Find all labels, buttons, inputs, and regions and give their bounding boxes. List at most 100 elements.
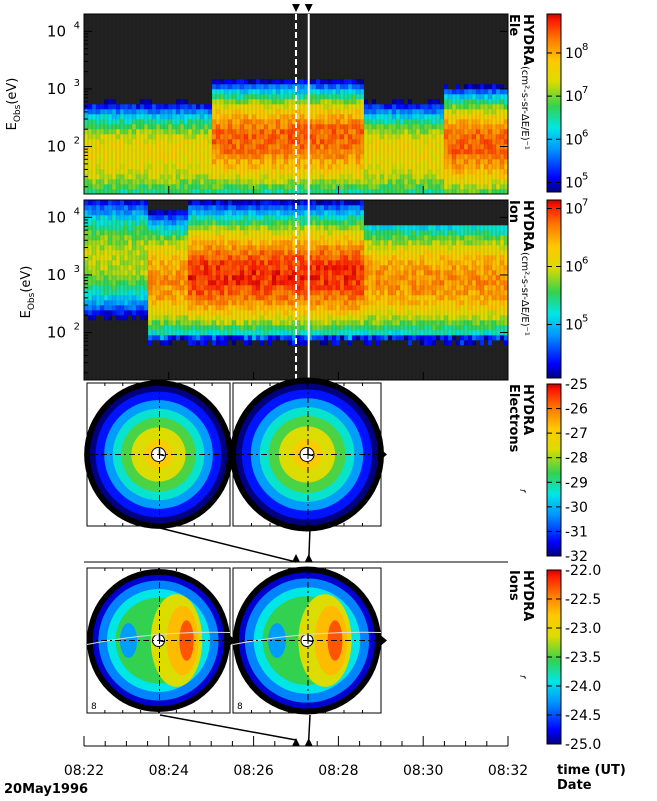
spectro-cell <box>188 350 193 356</box>
spectro-cell <box>220 69 225 75</box>
spectro-cell <box>88 99 93 105</box>
spectro-cell <box>120 144 125 150</box>
spectro-cell <box>204 139 209 145</box>
spectro-cell <box>188 164 193 170</box>
spectro-cell <box>228 74 233 80</box>
spectro-cell <box>412 109 417 115</box>
spectro-cell <box>368 114 373 120</box>
spectro-cell <box>492 144 497 150</box>
spectro-cell <box>408 69 413 75</box>
spectro-cell <box>168 184 173 190</box>
spectro-cell <box>160 235 165 241</box>
spectro-cell <box>212 54 217 60</box>
spectro-cell <box>144 99 149 105</box>
spectro-cell <box>88 310 93 316</box>
spectro-cell <box>324 174 329 180</box>
spectro-cell <box>376 74 381 80</box>
spectro-cell <box>180 325 185 331</box>
spectro-cell <box>220 169 225 175</box>
spectro-cell <box>500 119 505 125</box>
spectro-cell <box>436 144 441 150</box>
spectro-cell <box>124 139 129 145</box>
spectro-cell <box>348 104 353 110</box>
spectro-cell <box>216 174 221 180</box>
spectro-cell <box>324 104 329 110</box>
spectro-cell <box>288 144 293 150</box>
spectro-cell <box>220 84 225 90</box>
spectro-cell <box>432 144 437 150</box>
spectro-cell <box>288 184 293 190</box>
spectro-cell <box>496 174 501 180</box>
spectro-cell <box>428 144 433 150</box>
spectro-cell <box>304 89 309 95</box>
spectro-cell <box>324 14 329 20</box>
spectro-cell <box>92 189 97 195</box>
spectro-cell <box>376 139 381 145</box>
spectro-cell <box>192 59 197 65</box>
spectro-cell <box>460 129 465 135</box>
spectro-cell <box>124 295 129 301</box>
spectro-cell <box>244 129 249 135</box>
spectro-cell <box>228 189 233 195</box>
spectro-cell <box>244 114 249 120</box>
spectro-cell <box>92 14 97 20</box>
spectro-cell <box>180 335 185 341</box>
spectro-cell <box>420 139 425 145</box>
spectro-cell <box>180 245 185 251</box>
spectro-cell <box>272 164 277 170</box>
spectro-cell <box>252 69 257 75</box>
spectro-cell <box>428 154 433 160</box>
spectro-cell <box>96 260 101 266</box>
spectro-cell <box>500 44 505 50</box>
spectro-cell <box>160 280 165 286</box>
spectro-cell <box>156 19 161 25</box>
spectro-cell <box>92 184 97 190</box>
spectro-cell <box>428 54 433 60</box>
spectro-cell <box>484 129 489 135</box>
spectro-cell <box>164 310 169 316</box>
spectro-cell <box>312 184 317 190</box>
spectro-cell <box>196 330 201 336</box>
spectro-cell <box>436 169 441 175</box>
spectro-cell <box>388 114 393 120</box>
spectro-cell <box>104 230 109 236</box>
spectro-cell <box>92 94 97 100</box>
spectro-cell <box>124 370 129 376</box>
spectro-cell <box>300 114 305 120</box>
spectro-cell <box>136 315 141 321</box>
spectro-cell <box>408 179 413 185</box>
spectro-cell <box>496 184 501 190</box>
spectro-cell <box>476 139 481 145</box>
spectro-cell <box>336 39 341 45</box>
spectro-cell <box>176 124 181 130</box>
spectro-cell <box>176 375 181 381</box>
spectro-cell <box>104 215 109 221</box>
spectro-cell <box>128 59 133 65</box>
spectro-cell <box>212 14 217 20</box>
spectro-cell <box>324 24 329 30</box>
spectro-cell <box>468 69 473 75</box>
spectro-cell <box>488 184 493 190</box>
spectro-cell <box>424 134 429 140</box>
spectro-cell <box>348 179 353 185</box>
spectro-cell <box>504 189 509 195</box>
spectro-cell <box>428 179 433 185</box>
spectro-cell <box>500 24 505 30</box>
spectro-cell <box>184 189 189 195</box>
spectro-cell <box>424 149 429 155</box>
spectro-cell <box>260 154 265 160</box>
spectro-cell <box>232 59 237 65</box>
spectro-cell <box>208 104 213 110</box>
spectro-cell <box>264 114 269 120</box>
spectro-cell <box>96 129 101 135</box>
spectro-cell <box>344 39 349 45</box>
spectro-cell <box>480 99 485 105</box>
spectro-cell <box>176 255 181 261</box>
spectro-cell <box>444 119 449 125</box>
spectro-cell <box>432 44 437 50</box>
spectro-cell <box>164 59 169 65</box>
spectro-cell <box>160 139 165 145</box>
spectro-cell <box>104 189 109 195</box>
spectro-cell <box>280 169 285 175</box>
spectro-cell <box>144 250 149 256</box>
